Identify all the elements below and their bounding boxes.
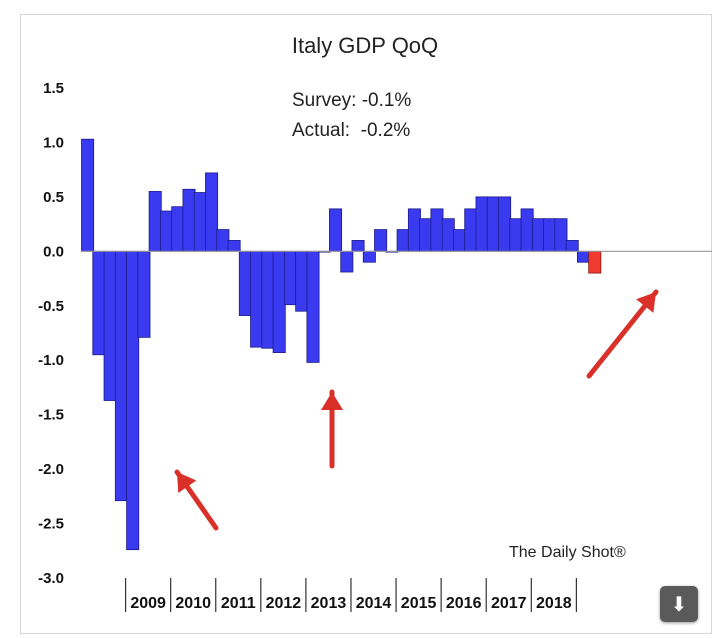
- x-tick-label: 2009: [130, 595, 166, 612]
- bar: [81, 138, 95, 252]
- y-tick-label: -3.0: [38, 570, 64, 587]
- bar: [543, 218, 557, 252]
- arrow-head: [636, 292, 656, 313]
- x-tick-label: 2018: [536, 595, 572, 612]
- actual-annotation: Actual: -0.2%: [292, 120, 410, 141]
- bar: [565, 240, 579, 252]
- x-tick-label: 2017: [491, 595, 527, 612]
- bar: [182, 188, 196, 252]
- bars: [81, 138, 602, 551]
- y-tick-label: 1.5: [43, 80, 64, 97]
- bar: [329, 208, 343, 252]
- x-tick-label: 2016: [446, 595, 482, 612]
- arrow-head: [177, 472, 197, 494]
- bar: [205, 172, 219, 252]
- download-button[interactable]: ⬇: [660, 586, 698, 622]
- x-tick-label: 2014: [356, 595, 392, 612]
- bar: [475, 196, 489, 252]
- x-axis: 2009 2010 2011 2012 2013 2014 2015 2016 2017 2018: [124, 578, 577, 612]
- bar: [114, 250, 128, 502]
- bar: [520, 208, 534, 252]
- bar: [92, 250, 106, 356]
- bar: [216, 229, 230, 252]
- bar: [351, 240, 365, 252]
- y-tick-label: -1.0: [38, 352, 64, 369]
- bar: [137, 250, 151, 338]
- bar: [419, 218, 433, 252]
- bar: [554, 218, 568, 252]
- bar: [193, 192, 207, 252]
- bar: [238, 250, 252, 316]
- bar: [148, 191, 162, 252]
- bar: [340, 250, 354, 273]
- bar: [272, 250, 286, 353]
- bar: [464, 208, 478, 252]
- bar: [509, 218, 523, 252]
- x-tick-label: 2010: [175, 595, 211, 612]
- bar: [374, 229, 388, 252]
- bar: [498, 196, 512, 252]
- bar: [441, 218, 455, 252]
- bar: [159, 210, 173, 252]
- x-tick-label: 2011: [221, 595, 256, 612]
- y-tick-label: 1.0: [43, 134, 64, 151]
- bar: [486, 196, 500, 252]
- bar: [453, 229, 467, 252]
- bar: [295, 250, 309, 312]
- y-tick-label: -0.5: [38, 298, 64, 315]
- bar: [261, 250, 275, 349]
- bar: [430, 208, 444, 252]
- bar: [362, 250, 376, 263]
- x-tick-label: 2012: [266, 595, 302, 612]
- arrows: [174, 289, 659, 531]
- bar: [396, 229, 410, 252]
- bar: [283, 250, 297, 306]
- bar: [306, 250, 320, 363]
- x-tick-label: 2015: [401, 595, 437, 612]
- y-axis: 1.5 1.0 0.5 0.0 -0.5 -1.0 -1.5 -2.0 -2.5 -3.0: [38, 80, 64, 587]
- bar: [171, 206, 185, 252]
- bar: [227, 240, 241, 252]
- bar-latest: [588, 250, 602, 274]
- bar: [531, 218, 545, 252]
- bar: [576, 250, 590, 263]
- download-arrow-icon: ⬇: [670, 592, 688, 616]
- y-tick-label: -2.5: [38, 516, 64, 533]
- y-tick-label: 0.5: [43, 189, 64, 206]
- annotation-box: [286, 80, 470, 148]
- bar: [126, 250, 140, 551]
- credit-text: The Daily Shot®: [509, 544, 626, 561]
- y-tick-label: -1.5: [38, 407, 64, 424]
- chart-title: Italy GDP QoQ: [292, 33, 438, 58]
- survey-annotation: Survey: -0.1%: [292, 90, 411, 111]
- bar: [103, 250, 117, 401]
- y-tick-label: 0.0: [43, 243, 64, 260]
- arrow-head: [321, 392, 343, 410]
- y-tick-label: -2.0: [38, 461, 64, 478]
- bar: [250, 250, 264, 348]
- x-tick-label: 2013: [311, 595, 347, 612]
- bar: [407, 208, 421, 252]
